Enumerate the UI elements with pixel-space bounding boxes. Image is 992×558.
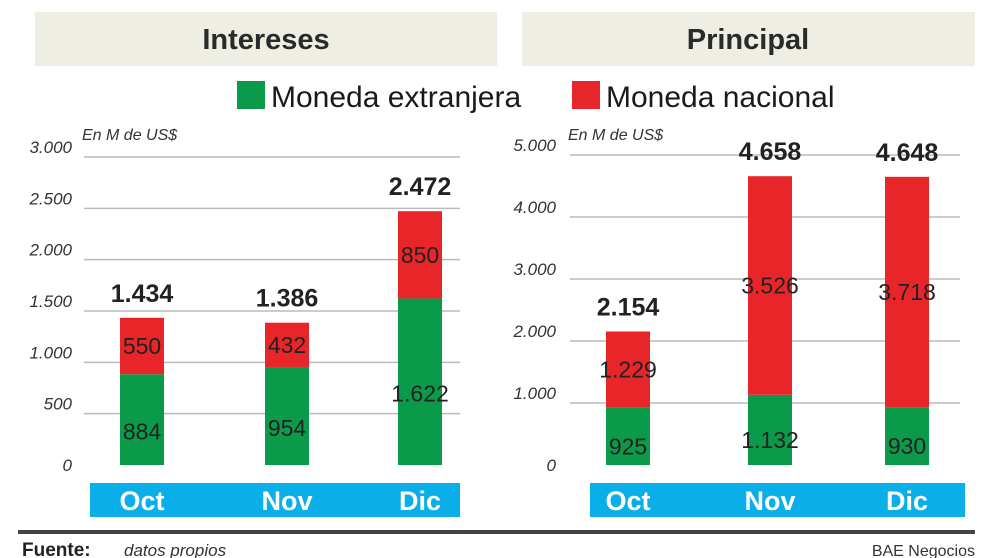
chart-title-principal: Principal bbox=[687, 24, 810, 56]
header-principal-bg bbox=[522, 12, 975, 66]
total-label: 1.434 bbox=[111, 280, 174, 308]
legend-swatch-nacional bbox=[572, 81, 600, 109]
bar-extranjera-oct bbox=[606, 407, 650, 465]
chart-title-intereses: Intereses bbox=[202, 24, 329, 56]
bar-nacional-dic bbox=[885, 176, 929, 408]
x-category-label: Nov bbox=[744, 486, 795, 516]
footer-divider bbox=[18, 530, 975, 534]
y-tick-label: 3.000 bbox=[29, 138, 72, 157]
legend-label-nacional: Moneda nacional bbox=[606, 81, 835, 114]
bar-nacional-oct bbox=[120, 317, 164, 375]
y-tick-label: 500 bbox=[44, 395, 73, 414]
bar-extranjera-dic bbox=[885, 407, 929, 465]
footer-credit: BAE Negocios bbox=[872, 543, 975, 558]
category-band bbox=[90, 483, 460, 517]
y-tick-label: 1.500 bbox=[29, 292, 72, 311]
total-label: 4.658 bbox=[739, 138, 802, 166]
data-label-extranjera: 954 bbox=[268, 415, 307, 441]
x-category-label: Oct bbox=[119, 486, 164, 516]
y-tick-label: 5.000 bbox=[513, 136, 556, 155]
x-category-label: Dic bbox=[886, 486, 928, 516]
bar-extranjera-nov bbox=[265, 367, 309, 465]
bar-nacional-dic bbox=[398, 211, 442, 299]
total-label: 4.648 bbox=[876, 139, 939, 167]
data-label-extranjera: 1.132 bbox=[741, 427, 799, 453]
y-tick-label: 0 bbox=[63, 456, 73, 475]
y-tick-label: 2.000 bbox=[28, 241, 72, 260]
data-label-extranjera: 1.622 bbox=[391, 381, 449, 407]
bar-nacional-oct bbox=[606, 331, 650, 408]
category-band bbox=[590, 483, 965, 517]
total-label: 1.386 bbox=[256, 285, 319, 313]
x-category-label: Oct bbox=[605, 486, 650, 516]
data-label-extranjera: 930 bbox=[888, 433, 926, 459]
data-label-nacional: 550 bbox=[123, 333, 161, 359]
x-category-label: Nov bbox=[261, 486, 312, 516]
data-label-nacional: 432 bbox=[268, 332, 306, 358]
legend-swatch-extranjera bbox=[237, 81, 265, 109]
y-tick-label: 2.500 bbox=[28, 189, 72, 208]
data-label-extranjera: 884 bbox=[123, 419, 162, 445]
y-tick-label: 1.000 bbox=[29, 343, 72, 362]
data-label-nacional: 1.229 bbox=[599, 357, 657, 383]
footer-source-value: datos propios bbox=[124, 541, 227, 558]
total-label: 2.472 bbox=[389, 173, 452, 201]
bar-extranjera-nov bbox=[748, 394, 792, 465]
y-tick-label: 3.000 bbox=[513, 260, 556, 279]
unit-label: En M de US$ bbox=[82, 127, 178, 144]
bar-extranjera-dic bbox=[398, 298, 442, 465]
legend-label-extranjera: Moneda extranjera bbox=[271, 81, 521, 114]
data-label-nacional: 3.718 bbox=[878, 279, 936, 305]
y-tick-label: 4.000 bbox=[513, 198, 556, 217]
y-tick-label: 1.000 bbox=[513, 384, 556, 403]
bar-nacional-nov bbox=[265, 322, 309, 368]
x-category-label: Dic bbox=[399, 486, 441, 516]
total-label: 2.154 bbox=[597, 293, 660, 321]
unit-label: En M de US$ bbox=[568, 127, 664, 144]
footer-source-label: Fuente: bbox=[22, 540, 91, 558]
bar-extranjera-oct bbox=[120, 374, 164, 465]
header-intereses-bg bbox=[35, 12, 497, 66]
y-tick-label: 2.000 bbox=[512, 322, 556, 341]
data-label-extranjera: 925 bbox=[609, 433, 647, 459]
y-tick-label: 0 bbox=[547, 456, 557, 475]
bar-nacional-nov bbox=[748, 176, 792, 395]
data-label-nacional: 3.526 bbox=[741, 273, 799, 299]
data-label-nacional: 850 bbox=[401, 242, 439, 268]
